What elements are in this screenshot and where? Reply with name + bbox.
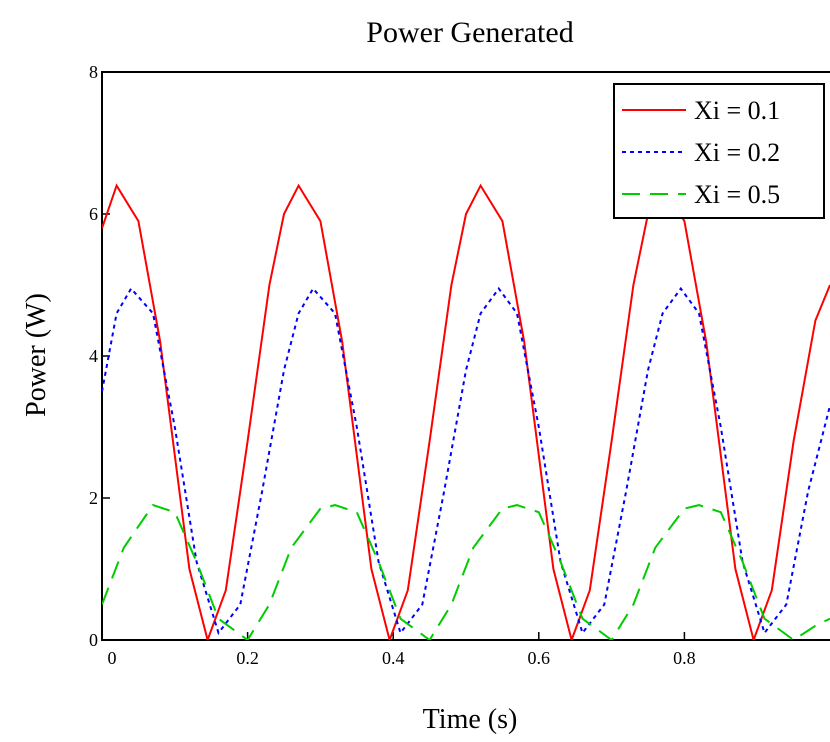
y-tick-label: 0 xyxy=(89,630,98,650)
legend: Xi = 0.1 Xi = 0.2 Xi = 0.5 xyxy=(613,83,825,219)
y-tick-label: 4 xyxy=(89,346,98,366)
chart-title: Power Generated xyxy=(366,16,573,49)
y-tick-label: 6 xyxy=(89,204,98,224)
x-tick-label: 0.2 xyxy=(236,648,259,668)
legend-label: Xi = 0.2 xyxy=(694,138,780,167)
series-line-1 xyxy=(102,183,830,640)
y-tick-label: 2 xyxy=(89,488,98,508)
y-axis-label: Power (W) xyxy=(21,293,52,417)
legend-label: Xi = 0.5 xyxy=(694,180,780,209)
plot-area: 0 0.2 0.4 0.6 0.8 0 2 4 6 8 xyxy=(89,62,830,668)
legend-label: Xi = 0.1 xyxy=(694,96,780,125)
series-line-3 xyxy=(102,503,830,640)
x-tick-label: 0.6 xyxy=(528,648,551,668)
x-axis-label: Time (s) xyxy=(423,704,518,735)
x-tick-label: 0.8 xyxy=(673,648,696,668)
x-tick-label: 0 xyxy=(108,648,117,668)
series-line-2 xyxy=(102,286,830,636)
y-tick-label: 8 xyxy=(89,62,98,82)
x-tick-label: 0.4 xyxy=(382,648,405,668)
